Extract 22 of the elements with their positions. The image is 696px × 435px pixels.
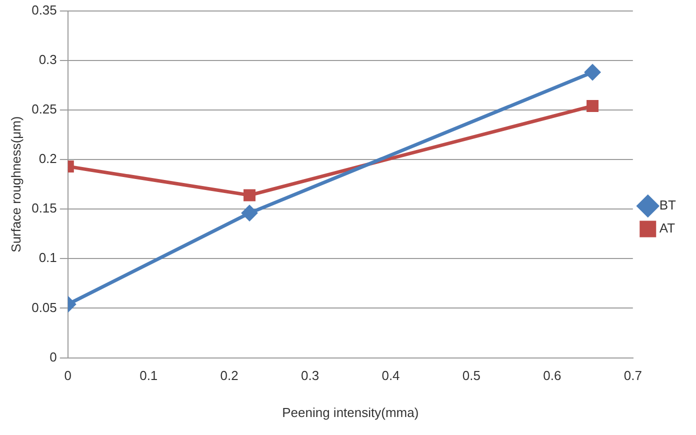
y-tick-label: 0.05 — [32, 300, 57, 315]
y-tick-label: 0.35 — [32, 2, 57, 18]
y-tick-label: 0.15 — [32, 200, 57, 216]
y-tick-label: 0.25 — [32, 102, 57, 117]
x-tick-label: 0.2 — [220, 368, 238, 384]
legend-label: BT — [659, 198, 676, 213]
y-tick-label: 0 — [50, 349, 57, 364]
y-tick-label: 0.2 — [38, 151, 57, 166]
y-tick-label: 0.3 — [38, 52, 57, 67]
x-tick-label: 0.5 — [462, 368, 481, 384]
y-axis-title: Surface roughness(μm) — [8, 116, 24, 252]
y-tick-label: 0.1 — [38, 250, 57, 266]
x-tick-label: 0 — [64, 368, 72, 384]
point — [584, 64, 600, 80]
x-tick-label: 0.1 — [140, 368, 158, 384]
x-tick-label: 0.3 — [301, 368, 320, 384]
x-tick-label: 0.7 — [624, 368, 642, 384]
point — [586, 100, 599, 112]
x-axis-title: Peening intensity(mma) — [282, 404, 419, 420]
legend-label: AT — [659, 220, 676, 236]
x-tick-label: 0.4 — [382, 368, 400, 384]
x-tick-label: 0.6 — [543, 368, 562, 384]
